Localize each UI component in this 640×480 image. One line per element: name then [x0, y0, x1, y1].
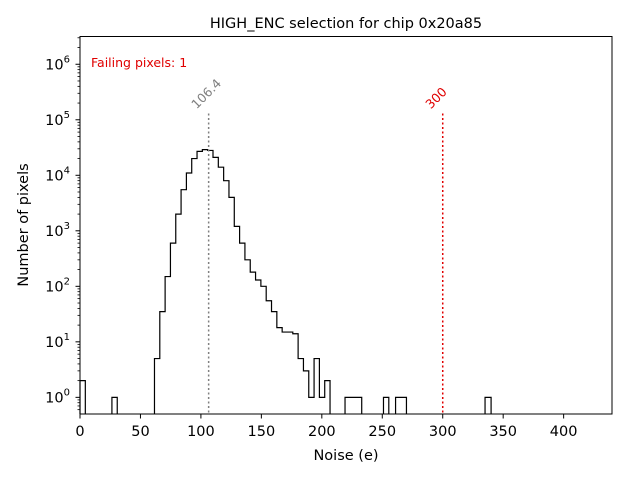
x-axis: 0 50 100 150 200 250 300 350 400	[75, 414, 577, 440]
x-tick-label-5: 250	[368, 424, 396, 440]
x-tick-label-6: 300	[429, 424, 457, 440]
y-axis: 100 101 102 103 104 105 106	[45, 37, 80, 411]
x-tick-label-0: 0	[75, 424, 84, 440]
histogram-step-2	[153, 149, 331, 414]
histogram-step-3	[344, 396, 363, 414]
x-tick-label-8: 400	[550, 424, 578, 440]
x-tick-label-4: 200	[308, 424, 336, 440]
x-tick-label-2: 100	[187, 424, 215, 440]
histogram-step-1	[111, 396, 118, 414]
y-axis-label: Number of pixels	[16, 163, 32, 286]
histogram-step-6	[484, 396, 492, 414]
x-tick-label-7: 350	[489, 424, 517, 440]
y-tick-label-4: 104	[45, 165, 70, 184]
histogram-step-4	[382, 396, 390, 414]
x-tick-label-3: 150	[248, 424, 276, 440]
y-tick-label-2: 102	[45, 276, 70, 295]
y-tick-label-1: 101	[45, 332, 70, 351]
y-tick-label-3: 103	[45, 221, 70, 240]
y-tick-label-5: 105	[45, 110, 70, 129]
plot-frame	[79, 36, 613, 415]
annotation-failing-pixels: Failing pixels: 1	[91, 55, 187, 70]
chart-title: HIGH_ENC selection for chip 0x20a85	[210, 16, 482, 32]
x-tick-label-1: 50	[131, 424, 149, 440]
y-tick-label-0: 100	[45, 387, 70, 406]
y-tick-label-6: 106	[45, 54, 70, 73]
plot-area	[80, 36, 612, 414]
x-axis-label: Noise (e)	[313, 448, 378, 464]
histogram-step-5	[394, 396, 408, 414]
